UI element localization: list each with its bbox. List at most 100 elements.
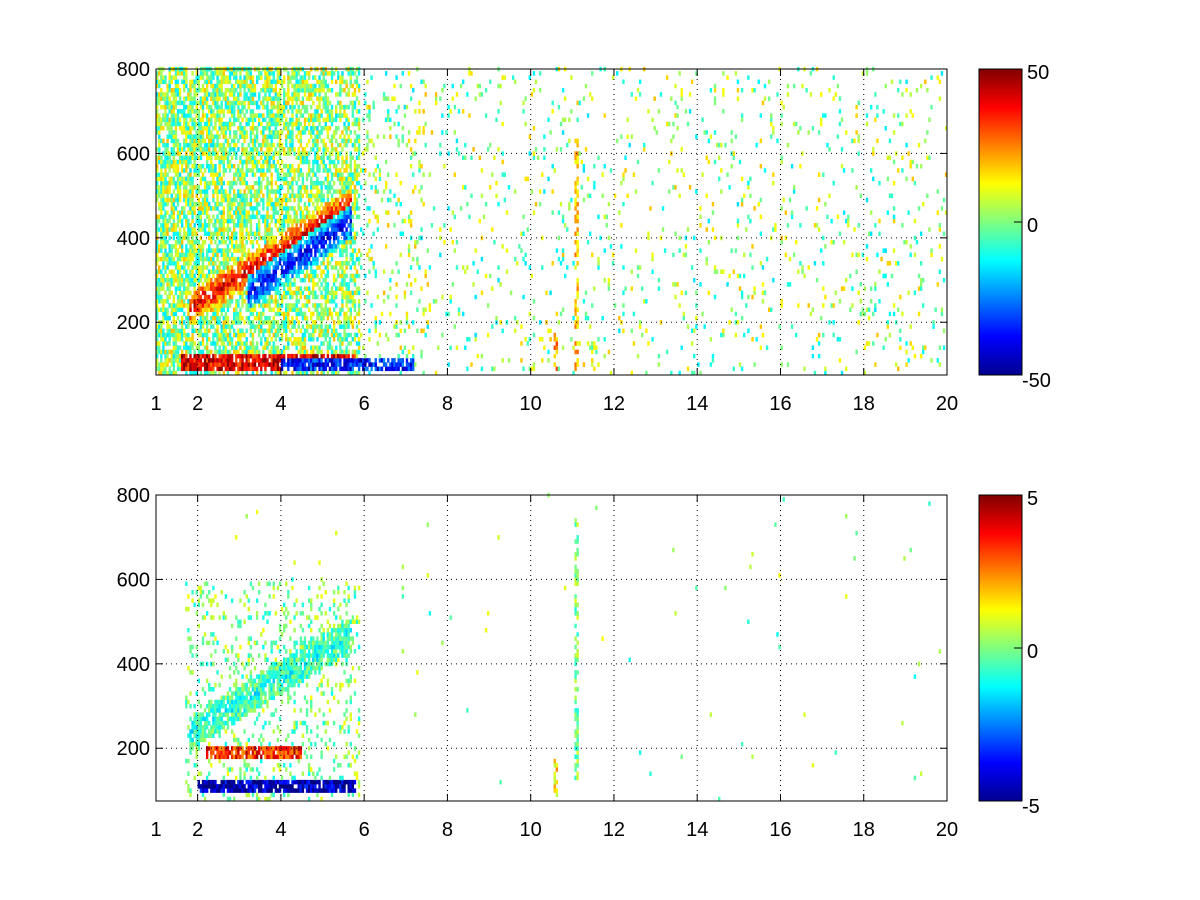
heatmap-cell xyxy=(216,277,219,283)
heatmap-cell xyxy=(305,303,309,308)
heatmap-cell xyxy=(226,358,230,363)
heatmap-cell xyxy=(268,332,271,338)
heatmap-cell xyxy=(243,265,246,270)
heatmap-cell xyxy=(214,311,217,317)
heatmap-cell xyxy=(278,366,282,372)
heatmap-cell xyxy=(318,286,321,291)
heatmap-cell xyxy=(355,79,359,85)
heatmap-cell xyxy=(272,358,275,363)
heatmap-cell xyxy=(303,328,307,334)
heatmap-cell xyxy=(205,299,209,304)
heatmap-cell xyxy=(341,299,344,304)
heatmap-cell xyxy=(210,104,213,110)
heatmap-cell xyxy=(332,273,336,279)
heatmap-cell xyxy=(305,117,309,123)
heatmap-cell xyxy=(199,277,203,283)
heatmap-cell xyxy=(205,79,209,85)
heatmap-cell xyxy=(197,286,201,291)
heatmap-cell xyxy=(270,349,273,355)
heatmap-cell xyxy=(307,96,311,101)
heatmap-cell xyxy=(337,223,340,228)
heatmap-cell xyxy=(174,159,178,165)
heatmap-cell xyxy=(330,134,334,139)
heatmap-cell xyxy=(297,197,300,203)
heatmap-cell xyxy=(156,83,159,89)
heatmap-cell xyxy=(320,155,323,161)
heatmap-cell xyxy=(320,193,323,199)
heatmap-cell xyxy=(303,227,307,232)
heatmap-cell xyxy=(193,248,196,253)
heatmap-cell xyxy=(208,206,211,211)
heatmap-cell xyxy=(322,100,325,106)
heatmap-cell xyxy=(199,168,203,173)
heatmap-cell xyxy=(162,163,165,169)
heatmap-cell xyxy=(330,210,334,215)
heatmap-cell xyxy=(332,201,336,207)
heatmap-cell xyxy=(251,159,255,165)
heatmap-cell xyxy=(301,218,305,224)
heatmap-cell xyxy=(191,328,194,334)
heatmap-cell xyxy=(357,172,361,177)
heatmap-cell xyxy=(312,349,315,355)
heatmap-cell xyxy=(210,231,213,237)
heatmap-cell xyxy=(258,277,261,283)
heatmap-cell xyxy=(233,75,236,80)
heatmap-cell xyxy=(343,248,346,253)
heatmap-cell xyxy=(332,265,336,270)
heatmap-cell xyxy=(343,113,346,118)
heatmap-cell xyxy=(245,71,248,76)
heatmap-cell xyxy=(285,328,288,334)
heatmap-cell xyxy=(307,197,311,203)
heatmap-cell xyxy=(201,353,205,359)
heatmap-cell xyxy=(305,227,309,232)
heatmap-cell xyxy=(224,290,228,296)
heatmap-cell xyxy=(226,248,230,253)
heatmap-cell xyxy=(164,100,167,106)
heatmap-cell xyxy=(351,172,355,177)
heatmap-cell xyxy=(195,256,198,262)
heatmap-cell xyxy=(314,172,317,177)
heatmap-cell xyxy=(241,315,244,321)
heatmap-cell xyxy=(228,75,232,80)
heatmap-cell xyxy=(212,223,215,228)
heatmap-cell xyxy=(183,142,186,148)
heatmap-cell xyxy=(199,328,203,334)
heatmap-cell xyxy=(243,353,246,359)
heatmap-cell xyxy=(156,261,159,266)
heatmap-cell xyxy=(158,155,161,161)
heatmap-cell xyxy=(243,189,246,194)
heatmap-cell xyxy=(212,256,215,262)
heatmap-cell xyxy=(197,117,201,123)
heatmap-cell xyxy=(339,193,342,199)
heatmap-cell xyxy=(318,366,321,372)
heatmap-cell xyxy=(349,332,352,338)
heatmap-cell xyxy=(314,83,317,89)
heatmap-cell xyxy=(239,269,242,274)
heatmap-cell xyxy=(185,303,188,308)
heatmap-cell xyxy=(174,290,178,296)
heatmap-cell xyxy=(185,290,188,296)
heatmap-cell xyxy=(212,358,215,363)
heatmap-cell xyxy=(216,193,219,199)
heatmap-cell xyxy=(180,315,184,321)
heatmap-cell xyxy=(345,273,348,279)
heatmap-cell xyxy=(216,248,219,253)
heatmap-cell xyxy=(295,109,298,114)
heatmap-cell xyxy=(168,159,171,165)
heatmap-cell xyxy=(172,201,176,207)
heatmap-cell xyxy=(272,256,275,262)
heatmap-cell xyxy=(201,332,205,338)
heatmap-cell xyxy=(212,248,215,253)
heatmap-cell xyxy=(164,370,167,376)
heatmap-cell xyxy=(297,341,300,346)
heatmap-cell xyxy=(185,244,188,249)
heatmap-cell xyxy=(239,227,242,232)
heatmap-cell xyxy=(166,201,169,207)
heatmap-cell xyxy=(176,159,180,165)
heatmap-cell xyxy=(176,92,180,97)
heatmap-cell xyxy=(341,176,344,182)
heatmap-cell xyxy=(185,261,188,266)
heatmap-cell xyxy=(174,337,178,342)
heatmap-cell xyxy=(260,252,263,258)
heatmap-cell xyxy=(299,252,303,258)
